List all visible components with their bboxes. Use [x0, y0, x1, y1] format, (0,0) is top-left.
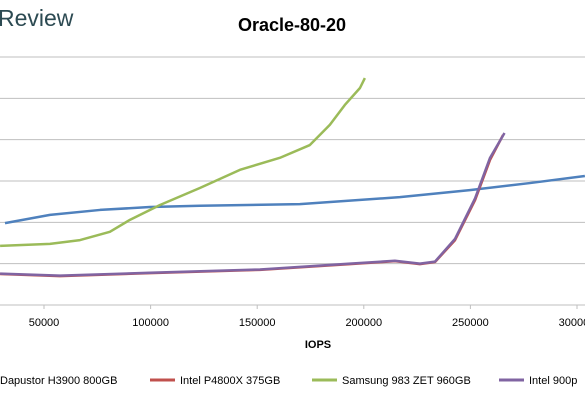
series-line	[0, 132, 506, 277]
chart-title: Oracle-80-20	[238, 15, 346, 35]
series-line	[0, 77, 366, 248]
legend-label: Dapustor H3900 800GB	[0, 375, 117, 387]
series-line	[4, 174, 585, 225]
logo: Review	[0, 5, 74, 31]
x-tick-label: 100000	[132, 317, 169, 329]
legend-label: Intel 900p	[529, 375, 577, 387]
x-tick-label: 200000	[345, 317, 382, 329]
x-tick-label: 50000	[29, 317, 60, 329]
legend-label: Samsung 983 ZET 960GB	[342, 375, 471, 387]
x-tick-label: 150000	[239, 317, 276, 329]
legend-label: Intel P4800X 375GB	[180, 375, 280, 387]
x-tick-label: 250000	[452, 317, 489, 329]
x-tick-label: 300000	[559, 317, 585, 329]
x-axis-label: IOPS	[305, 339, 331, 351]
